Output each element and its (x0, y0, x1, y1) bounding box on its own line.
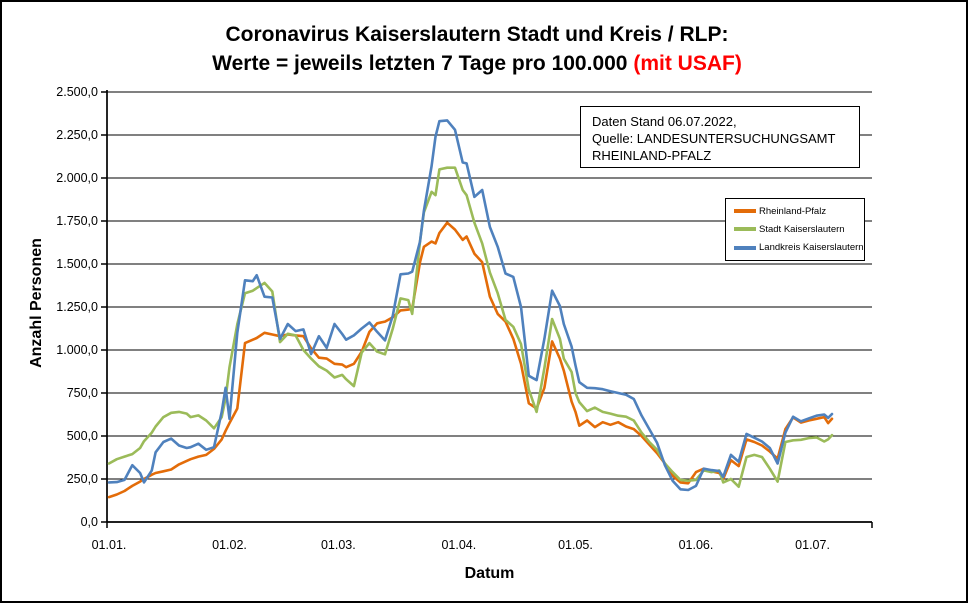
data-source-line: Quelle: LANDESUNTERSUCHUNGSAMT (592, 131, 836, 146)
legend-line-swatch (734, 227, 756, 232)
x-tick-label: 01.01. (92, 538, 127, 552)
y-tick-label: 2.500,0 (56, 85, 98, 99)
y-tick-label: 2.250,0 (56, 128, 98, 142)
y-tick-label: 1.250,0 (56, 300, 98, 314)
y-tick-label: 500,0 (67, 429, 98, 443)
data-source-line: RHEINLAND-PFALZ (592, 148, 712, 163)
chart-title-line1: Coronavirus Kaiserslautern Stadt und Kre… (225, 23, 729, 46)
legend-item-rheinland-pfalz: Rheinland-Pfalz (728, 203, 862, 220)
x-tick-label: 01.05. (558, 538, 593, 552)
chart-title: Coronavirus Kaiserslautern Stadt und Kre… (2, 20, 952, 78)
legend-line-swatch (734, 245, 756, 250)
legend: Rheinland-Pfalz Stadt Kaiserslautern Landk… (725, 198, 865, 261)
x-tick-label: 01.07. (795, 538, 830, 552)
legend-label: Landkreis Kaiserslautern (759, 242, 864, 254)
legend-label: Rheinland-Pfalz (759, 205, 827, 217)
legend-label: Stadt Kaiserslautern (759, 223, 845, 235)
data-source-line: Daten Stand 06.07.2022, (592, 114, 737, 129)
y-tick-label: 250,0 (67, 472, 98, 486)
chart-title-line2: Werte = jeweils letzten 7 Tage pro 100.0… (212, 52, 742, 75)
x-tick-label: 01.03. (321, 538, 356, 552)
y-tick-label: 2.000,0 (56, 171, 98, 185)
legend-line-swatch (734, 209, 756, 214)
x-tick-label: 01.06. (679, 538, 714, 552)
y-tick-label: 0,0 (81, 515, 98, 529)
legend-item-landkreis-kaiserslautern: Landkreis Kaiserslautern (728, 239, 864, 256)
x-tick-label: 01.02. (212, 538, 247, 552)
y-tick-label: 1.750,0 (56, 214, 98, 228)
series-line-stadt-kaiserslautern (107, 166, 834, 489)
x-axis-title: Datum (464, 565, 515, 582)
x-tick-label: 01.04. (441, 538, 476, 552)
chart-title-usaf-highlight: (mit USAF) (633, 52, 742, 75)
series-line-landkreis-kaiserslautern (107, 119, 834, 492)
data-source-box: Daten Stand 06.07.2022, Quelle: LANDESUN… (580, 106, 860, 168)
y-tick-label: 1.000,0 (56, 343, 98, 357)
y-tick-label: 1.500,0 (56, 257, 98, 271)
y-tick-label: 750,0 (67, 386, 98, 400)
legend-item-stadt-kaiserslautern: Stadt Kaiserslautern (728, 221, 862, 238)
